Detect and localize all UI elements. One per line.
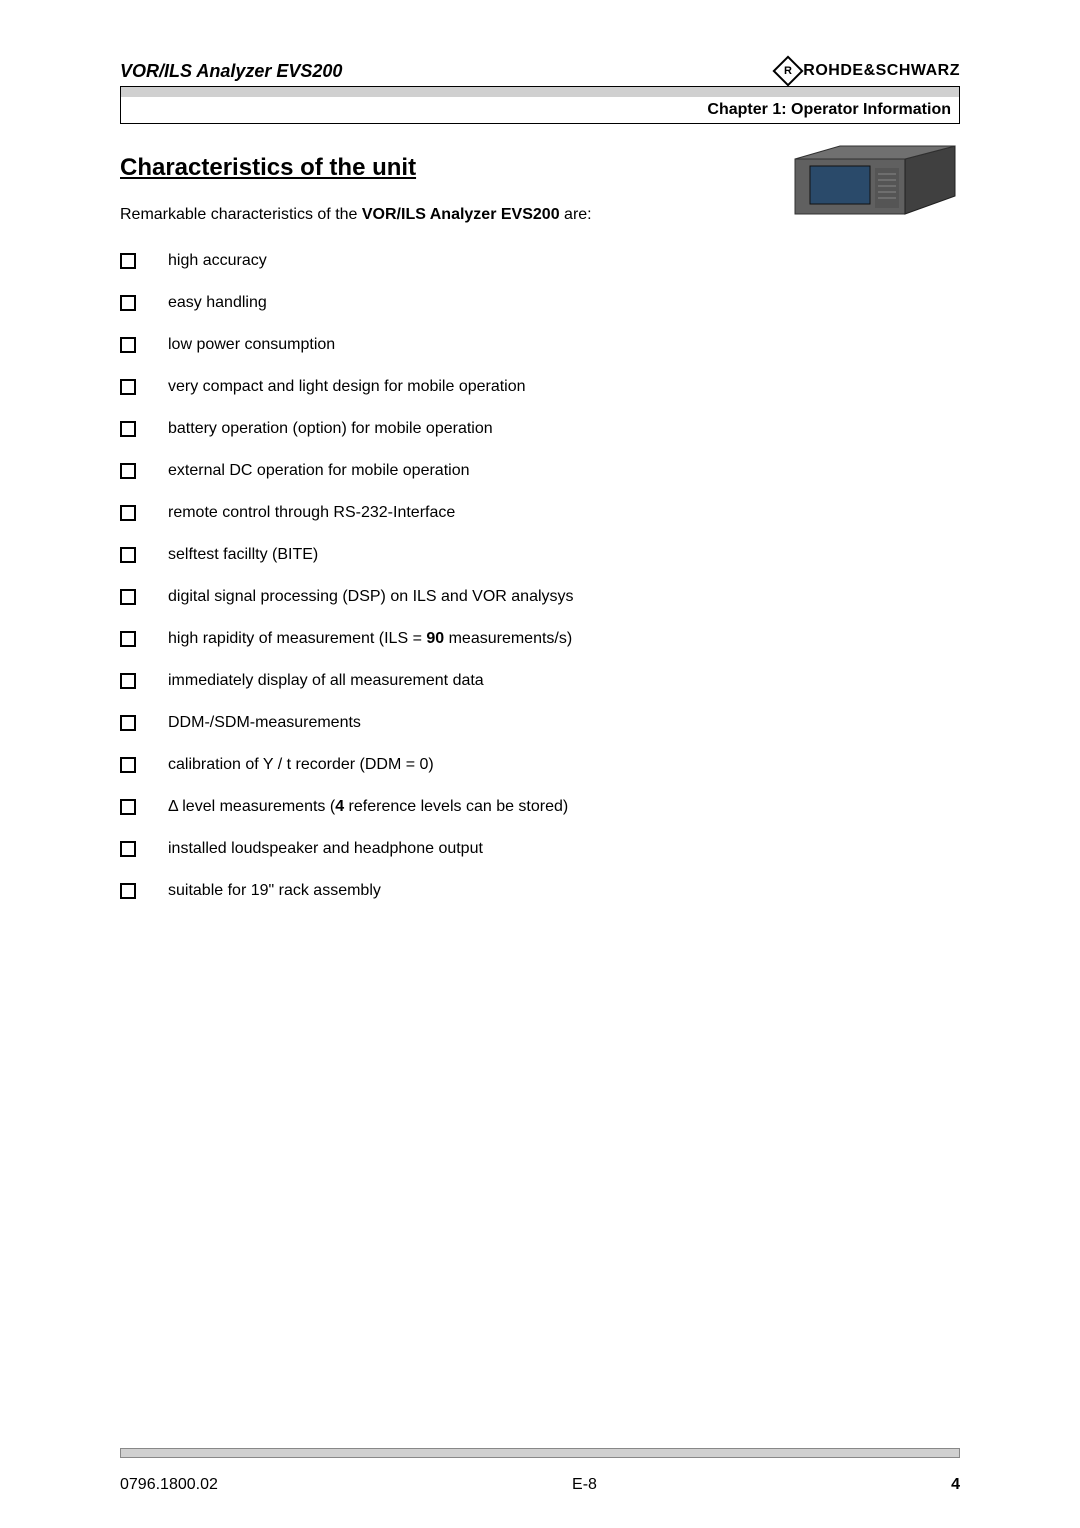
feature-text-plain: calibration of Y / t recorder (DDM = 0) [168,756,434,773]
feature-text-plain: battery operation (option) for mobile op… [168,420,493,437]
feature-text: very compact and light design for mobile… [168,378,526,396]
footer-bar [120,1448,960,1458]
feature-item: Δ level measurements (4 reference levels… [120,798,960,816]
feature-text-plain: measurements/s) [444,630,572,647]
feature-text: remote control through RS-232-Interface [168,504,455,522]
feature-text: selftest facillty (BITE) [168,546,318,564]
feature-text-bold: 4 [335,798,344,815]
feature-item: low power consumption [120,336,960,354]
company-logo: ROHDE&SCHWARZ [777,60,960,82]
feature-item: calibration of Y / t recorder (DDM = 0) [120,756,960,774]
feature-item: immediately display of all measurement d… [120,672,960,690]
feature-text: low power consumption [168,336,335,354]
feature-item: very compact and light design for mobile… [120,378,960,396]
checkbox-icon [120,505,136,521]
feature-item: battery operation (option) for mobile op… [120,420,960,438]
checkbox-icon [120,589,136,605]
feature-text-plain: digital signal processing (DSP) on ILS a… [168,588,574,605]
feature-text-plain: external DC operation for mobile operati… [168,462,470,479]
checkbox-icon [120,253,136,269]
feature-text: calibration of Y / t recorder (DDM = 0) [168,756,434,774]
device-illustration [790,144,970,224]
checkbox-icon [120,799,136,815]
checkbox-icon [120,547,136,563]
intro-bold: VOR/ILS Analyzer EVS200 [362,206,560,223]
feature-text-plain: high accuracy [168,252,267,269]
chapter-bar-stripe [121,87,959,97]
feature-text: high rapidity of measurement (ILS = 90 m… [168,630,572,648]
feature-text-plain: remote control through RS-232-Interface [168,504,455,521]
feature-item: selftest facillty (BITE) [120,546,960,564]
footer-left: 0796.1800.02 [120,1476,218,1494]
feature-text-plain: suitable for 19" rack assembly [168,882,381,899]
company-name: ROHDE&SCHWARZ [803,62,960,80]
footer-center: E-8 [572,1476,597,1494]
feature-text: suitable for 19" rack assembly [168,882,381,900]
checkbox-icon [120,337,136,353]
feature-item: external DC operation for mobile operati… [120,462,960,480]
feature-text-plain: DDM-/SDM-measurements [168,714,361,731]
feature-text: DDM-/SDM-measurements [168,714,361,732]
checkbox-icon [120,673,136,689]
main-content: Characteristics of the unit Remarkable c… [120,154,960,900]
feature-text-plain: installed loudspeaker and headphone outp… [168,840,483,857]
checkbox-icon [120,757,136,773]
feature-text-bold: 90 [426,630,444,647]
footer-right: 4 [951,1476,960,1494]
feature-item: DDM-/SDM-measurements [120,714,960,732]
document-title: VOR/ILS Analyzer EVS200 [120,61,342,82]
logo-diamond-icon [773,55,804,86]
chapter-label: Chapter 1: Operator Information [121,97,959,123]
feature-text-plain: easy handling [168,294,267,311]
feature-item: installed loudspeaker and headphone outp… [120,840,960,858]
checkbox-icon [120,463,136,479]
feature-item: suitable for 19" rack assembly [120,882,960,900]
chapter-bar: Chapter 1: Operator Information [120,86,960,124]
checkbox-icon [120,379,136,395]
feature-item: digital signal processing (DSP) on ILS a… [120,588,960,606]
feature-item: easy handling [120,294,960,312]
feature-text-plain: high rapidity of measurement (ILS = [168,630,426,647]
footer-row: 0796.1800.02 E-8 4 [120,1476,960,1494]
feature-item: remote control through RS-232-Interface [120,504,960,522]
feature-text: battery operation (option) for mobile op… [168,420,493,438]
checkbox-icon [120,883,136,899]
checkbox-icon [120,715,136,731]
feature-text: external DC operation for mobile operati… [168,462,470,480]
feature-text-plain: very compact and light design for mobile… [168,378,526,395]
feature-text: installed loudspeaker and headphone outp… [168,840,483,858]
feature-text-plain: Δ level measurements ( [168,798,335,815]
feature-text-plain: selftest facillty (BITE) [168,546,318,563]
feature-text: easy handling [168,294,267,312]
checkbox-icon [120,295,136,311]
feature-text-plain: reference levels can be stored) [344,798,568,815]
header-row: VOR/ILS Analyzer EVS200 ROHDE&SCHWARZ [120,60,960,82]
feature-text: digital signal processing (DSP) on ILS a… [168,588,574,606]
feature-list: high accuracy easy handling low power cons… [120,252,960,900]
feature-text-plain: immediately display of all measurement d… [168,672,484,689]
intro-suffix: are: [560,206,592,223]
feature-item: high rapidity of measurement (ILS = 90 m… [120,630,960,648]
intro-prefix: Remarkable characteristics of the [120,206,362,223]
checkbox-icon [120,421,136,437]
feature-text: immediately display of all measurement d… [168,672,484,690]
checkbox-icon [120,631,136,647]
feature-text-plain: low power consumption [168,336,335,353]
feature-item: high accuracy [120,252,960,270]
checkbox-icon [120,841,136,857]
feature-text: high accuracy [168,252,267,270]
feature-text: Δ level measurements (4 reference levels… [168,798,568,816]
